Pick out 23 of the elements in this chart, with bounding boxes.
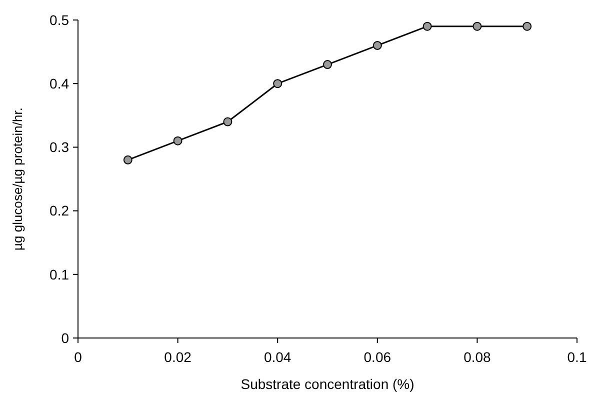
y-tick-label: 0 <box>61 330 70 346</box>
y-tick-label: 0.3 <box>50 139 70 156</box>
point <box>273 79 282 88</box>
point <box>323 60 332 70</box>
point <box>522 22 532 31</box>
x-tick-label: 0.1 <box>567 349 587 365</box>
y-tick-label: 0.2 <box>50 202 70 219</box>
y-tick-label: 0.5 <box>50 12 70 28</box>
x-axis-title: Substrate concentration (%) <box>240 376 414 392</box>
x-tick-label: 0 <box>74 349 82 365</box>
x-tick-label: 0.08 <box>464 349 492 365</box>
point <box>173 136 182 146</box>
x-tick-label: 0.06 <box>364 349 392 365</box>
y-tick-label: 0.1 <box>50 266 70 282</box>
point <box>422 22 432 31</box>
x-tick-label: 0.02 <box>164 349 192 365</box>
y-tick-label: 0.4 <box>50 76 70 92</box>
point <box>223 117 232 126</box>
point <box>123 155 132 164</box>
x-tick-label: 0.04 <box>264 349 292 365</box>
point <box>472 22 482 31</box>
point <box>372 40 382 50</box>
y-axis-title: µg glucose/µg protein/hr. <box>10 108 25 250</box>
